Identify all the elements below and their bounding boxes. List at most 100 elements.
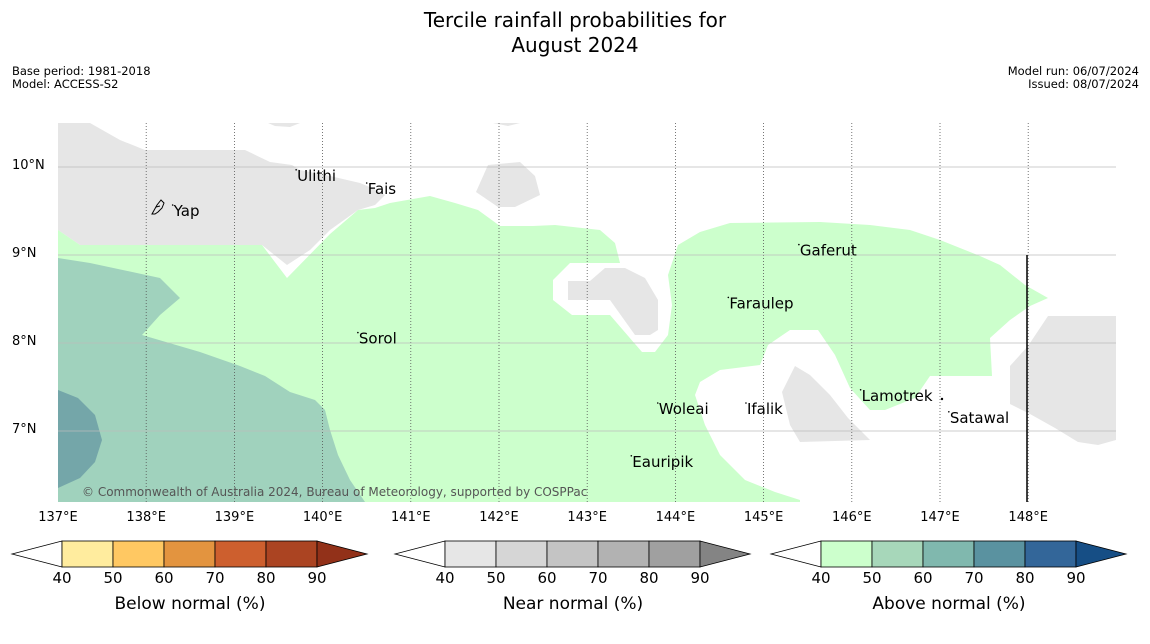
colorbar-extend-high bbox=[316, 540, 369, 568]
colorbar-tick-label: 90 bbox=[307, 569, 327, 587]
colorbar-extend-high bbox=[1075, 540, 1128, 568]
colorbar-tick-label: 70 bbox=[964, 569, 984, 587]
colorbar-segment bbox=[973, 540, 1026, 568]
latitude-label: 10°N bbox=[12, 158, 45, 173]
colorbar-segment bbox=[495, 540, 548, 568]
place-label: Satawal bbox=[950, 409, 1009, 427]
colorbar-tick-label: 90 bbox=[1066, 569, 1086, 587]
near-normal-region-north-top bbox=[268, 123, 300, 127]
island-marker bbox=[859, 389, 862, 391]
map-title: Tercile rainfall probabilities for Augus… bbox=[0, 8, 1150, 58]
map-plot-area bbox=[58, 123, 1116, 502]
colorbar-tick-label: 80 bbox=[256, 569, 276, 587]
colorbar-tick-label: 70 bbox=[205, 569, 225, 587]
colorbar-segment bbox=[597, 540, 650, 568]
longitude-label: 142°E bbox=[479, 510, 519, 525]
colorbar-tick-label: 40 bbox=[52, 569, 72, 587]
title-line-2: August 2024 bbox=[511, 33, 639, 57]
longitude-label: 141°E bbox=[391, 510, 431, 525]
colorbar-title: Near normal (%) bbox=[502, 594, 644, 614]
longitude-label: 139°E bbox=[214, 510, 255, 525]
copyright-notice: © Commonwealth of Australia 2024, Bureau… bbox=[82, 485, 587, 499]
latitude-label: 9°N bbox=[12, 246, 37, 261]
longitude-gridlines bbox=[145, 123, 1029, 502]
colorbar-segment bbox=[871, 540, 924, 568]
place-label: Gaferut bbox=[800, 242, 857, 260]
longitude-label: 145°E bbox=[743, 510, 784, 525]
island-marker bbox=[656, 402, 659, 404]
colorbar-tick-label: 70 bbox=[588, 569, 608, 587]
colorbar-segment bbox=[112, 540, 165, 568]
colorbar-tick-label: 50 bbox=[103, 569, 123, 587]
island-marker bbox=[365, 182, 368, 184]
colorbar-title: Above normal (%) bbox=[872, 594, 1026, 614]
island-marker bbox=[295, 169, 297, 171]
above-normal-region-60-70 bbox=[58, 390, 102, 488]
colorbar-tick-label: 50 bbox=[862, 569, 882, 587]
island-marker bbox=[940, 397, 944, 401]
colorbar-segment bbox=[444, 540, 497, 568]
meta-left: Base period: 1981-2018 Model: ACCESS-S2 bbox=[12, 65, 151, 91]
place-label: Fais bbox=[368, 180, 397, 198]
colorbar-tick-label: 80 bbox=[639, 569, 659, 587]
colorbar-segment bbox=[214, 540, 267, 568]
colorbar-tick-label: 90 bbox=[690, 569, 710, 587]
longitude-label: 148°E bbox=[1008, 510, 1048, 525]
latitude-label: 7°N bbox=[12, 422, 37, 437]
meta-right: Model run: 06/07/2024 Issued: 08/07/2024 bbox=[1008, 65, 1139, 91]
colorbar-tick-label: 60 bbox=[154, 569, 174, 587]
colorbar-segment bbox=[546, 540, 599, 568]
place-label: Eauripik bbox=[632, 453, 693, 471]
near-normal-region-southeast bbox=[782, 366, 870, 442]
near-normal-region-north-blob bbox=[476, 162, 540, 207]
longitude-label: 140°E bbox=[302, 510, 343, 525]
longitude-label: 138°E bbox=[126, 510, 166, 525]
colorbar-extend-low bbox=[10, 540, 63, 568]
island-marker bbox=[630, 455, 633, 457]
colorbar-segment bbox=[820, 540, 873, 568]
near-normal-region-north-top-2 bbox=[493, 123, 520, 126]
colorbar-tick-label: 60 bbox=[913, 569, 933, 587]
colorbar-segment bbox=[1024, 540, 1077, 568]
latitude-label: 8°N bbox=[12, 334, 37, 349]
colorbar-segment bbox=[648, 540, 701, 568]
island-marker bbox=[745, 402, 747, 404]
title-line-1: Tercile rainfall probabilities for bbox=[423, 8, 727, 32]
place-label: Yap bbox=[173, 202, 200, 220]
colorbar-tick-label: 50 bbox=[486, 569, 506, 587]
near-normal-region-northwest bbox=[58, 123, 385, 265]
colorbar-tick-label: 40 bbox=[435, 569, 455, 587]
yap-island-outline bbox=[151, 199, 165, 215]
longitude-label: 146°E bbox=[832, 510, 872, 525]
issued-date: Issued: 08/07/2024 bbox=[1028, 77, 1139, 91]
longitude-label: 144°E bbox=[655, 510, 696, 525]
colorbar-segment bbox=[163, 540, 216, 568]
colorbar-extend-high bbox=[699, 540, 752, 568]
island-marker bbox=[948, 411, 950, 413]
latitude-gridlines bbox=[58, 166, 1116, 432]
colorbar-tick-label: 60 bbox=[537, 569, 557, 587]
place-label: Woleai bbox=[659, 400, 709, 418]
place-label: Ifalik bbox=[747, 400, 783, 418]
colorbar-segment bbox=[61, 540, 114, 568]
near-normal-region-central bbox=[568, 268, 658, 335]
near-normal-region-east bbox=[1010, 316, 1116, 445]
colorbars bbox=[10, 540, 1128, 568]
colorbar-extend-low bbox=[769, 540, 822, 568]
colorbar-segment bbox=[265, 540, 318, 568]
colorbar-title: Below normal (%) bbox=[114, 594, 266, 614]
base-period: Base period: 1981-2018 bbox=[12, 64, 151, 78]
island-marker bbox=[798, 243, 800, 246]
colorbar-segment bbox=[922, 540, 975, 568]
place-label: Ulithi bbox=[297, 167, 336, 185]
longitude-label: 143°E bbox=[567, 510, 607, 525]
longitude-label: 147°E bbox=[920, 510, 960, 525]
longitude-label: 137°E bbox=[38, 510, 78, 525]
model-name: Model: ACCESS-S2 bbox=[12, 77, 119, 91]
island-marker bbox=[357, 331, 359, 334]
model-run: Model run: 06/07/2024 bbox=[1007, 64, 1139, 78]
island-marker bbox=[727, 296, 730, 299]
colorbar-tick-label: 40 bbox=[811, 569, 831, 587]
place-labels: Yap Ulithi Fais Gaferut Faraulep Sorol Lamotre… bbox=[171, 167, 1009, 471]
colorbar-tick-label: 80 bbox=[1015, 569, 1035, 587]
